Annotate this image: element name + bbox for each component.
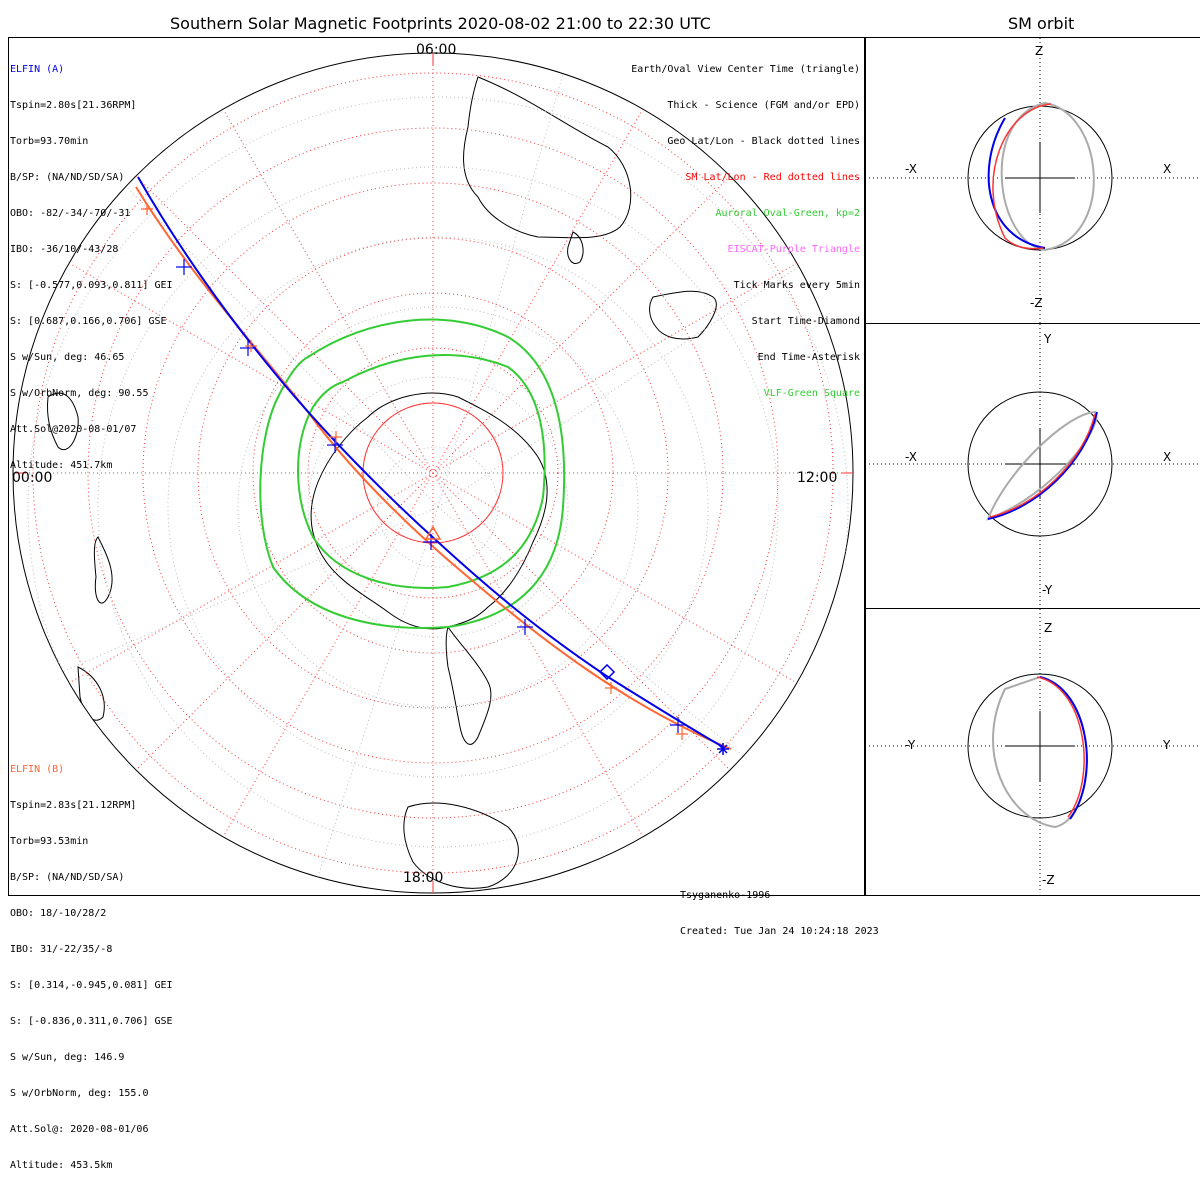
elfin-a-line: B/SP: (NA/ND/SD/SA): [10, 172, 125, 183]
elfin-b-line: Att.Sol@: 2020-08-01/06: [10, 1124, 149, 1135]
elfin-a-line: Tspin=2.80s[21.36RPM]: [10, 100, 137, 111]
auroral-oval-inner: [297, 354, 546, 589]
orbit-panel-yz: [865, 609, 1199, 893]
main-title: Southern Solar Magnetic Footprints 2020-…: [170, 14, 711, 33]
elfin-b-info: ELFIN (B) Tspin=2.83s[21.12RPM] Torb=93.…: [10, 740, 173, 1184]
mlt-label-right: 12:00: [797, 470, 838, 486]
orbit3-left: -Y: [905, 738, 916, 752]
legend-entry: VLF-Green Square: [763, 388, 860, 399]
orbit-panel-xy: [865, 324, 1199, 608]
elfin-a-line: IBO: -36/10/-43/28: [10, 244, 119, 255]
legend-entry: Geo Lat/Lon - Black dotted lines: [667, 136, 860, 147]
elfin-b-line: B/SP: (NA/ND/SD/SA): [10, 872, 125, 883]
legend-entry: EISCAT-Purple Triangle: [727, 244, 860, 255]
orbit2-bottom: -Y: [1042, 583, 1053, 597]
orbit1-bottom: -Z: [1030, 296, 1043, 310]
legend-entry: Auroral Oval-Green, kp=2: [715, 208, 861, 219]
legend-entry: Tick Marks every 5min: [733, 280, 860, 291]
elfin-b-line: S w/OrbNorm, deg: 155.0: [10, 1088, 149, 1099]
elfin-b-line: Torb=93.53min: [10, 836, 89, 847]
orbit-title: SM orbit: [1008, 14, 1075, 33]
elfin-a-line: S w/OrbNorm, deg: 90.55: [10, 388, 149, 399]
main-plot-frame: [8, 37, 866, 896]
model-label: Tsyganenko-1996: [680, 890, 771, 901]
orbit-panel-divider: [864, 608, 1200, 609]
orbit3-bottom: -Z: [1042, 873, 1055, 887]
orbit-a: [987, 411, 1098, 520]
mlt-label-top: 06:00: [416, 42, 457, 58]
legend-entry: Earth/Oval View Center Time (triangle): [631, 64, 860, 75]
legend-entry: Start Time-Diamond: [751, 316, 860, 327]
earth-circle: [967, 391, 1113, 537]
footer: Tsyganenko-1996 Created: Tue Jan 24 10:2…: [680, 866, 879, 950]
elfin-b-name: ELFIN (B): [10, 764, 65, 775]
orbit-panel-divider: [864, 323, 1200, 324]
end-asterisk-marker: [717, 743, 729, 755]
elfin-a-line: Att.Sol@2020-08-01/07: [10, 424, 137, 435]
polar-map: [12, 52, 854, 894]
orbit2-left: -X: [905, 450, 917, 464]
sm-inner-circle: [362, 402, 504, 544]
mlt-edge-ticks: [13, 53, 853, 893]
orbit2-top: Y: [1044, 332, 1052, 346]
elfin-a-line: S: [0.687,0.166,0.706] GSE: [10, 316, 167, 327]
auroral-oval-outer: [259, 318, 566, 629]
orbit1-right: X: [1163, 162, 1172, 176]
orbit-a: [987, 117, 1046, 249]
view-center-triangle: [424, 525, 442, 540]
orbit-panel-xz: [865, 38, 1199, 323]
legend-entry: Thick - Science (FGM and/or EPD): [667, 100, 860, 111]
orbit-b: [989, 413, 1096, 518]
mlt-label-bottom: 18:00: [403, 870, 444, 886]
orbit3-right: Y: [1163, 738, 1171, 752]
elfin-b-line: OBO: 18/-10/28/2: [10, 908, 107, 919]
earth-circle: [967, 673, 1113, 819]
orbit1-top: Z: [1035, 44, 1044, 58]
orbit1-left: -X: [905, 162, 917, 176]
legend: Earth/Oval View Center Time (triangle) T…: [600, 40, 860, 412]
elfin-b-line: S: [0.314,-0.945,0.081] GEI: [10, 980, 173, 991]
legend-entry: End Time-Asterisk: [757, 352, 860, 363]
elfin-b-line: Altitude: 453.5km: [10, 1160, 113, 1171]
elfin-a-line: S w/Sun, deg: 46.65: [10, 352, 125, 363]
start-diamond-marker: [598, 663, 616, 681]
elfin-b-line: S w/Sun, deg: 146.9: [10, 1052, 125, 1063]
orbit-gray: [1000, 101, 1095, 252]
orbit-gray: [986, 410, 1098, 521]
elfin-a-track: [137, 176, 724, 748]
elfin-a-ticks: [176, 259, 686, 733]
elfin-a-name: ELFIN (A): [10, 64, 65, 75]
continent-outlines: [47, 76, 717, 889]
orbit2-right: X: [1163, 450, 1172, 464]
sm-longitude-lines: [13, 53, 853, 893]
elfin-b-ticks: [141, 203, 688, 740]
orbit-b: [992, 103, 1052, 250]
orbit-panels-frame: [864, 37, 1200, 896]
legend-entry: SM Lat/Lon - Red dotted lines: [685, 172, 860, 183]
mlt-label-left: 00:00: [12, 470, 53, 486]
elfin-a-line: S: [-0.577,0.093,0.811] GEI: [10, 280, 173, 291]
elfin-a-line: OBO: -82/-34/-70/-31: [10, 208, 131, 219]
elfin-b-line: S: [-0.836,0.311,0.706] GSE: [10, 1016, 173, 1027]
orbit-b: [1036, 676, 1085, 818]
created-label: Created: Tue Jan 24 10:24:18 2023: [680, 926, 879, 937]
orbit-a: [1039, 676, 1088, 820]
elfin-a-info: ELFIN (A) Tspin=2.80s[21.36RPM] Torb=93.…: [10, 40, 173, 484]
elfin-a-line: Torb=93.70min: [10, 136, 89, 147]
elfin-b-line: Tspin=2.83s[21.12RPM]: [10, 800, 137, 811]
elfin-a-line: Altitude: 451.7km: [10, 460, 113, 471]
orbit3-top: Z: [1044, 621, 1053, 635]
elfin-b-line: IBO: 31/-22/35/-8: [10, 944, 113, 955]
